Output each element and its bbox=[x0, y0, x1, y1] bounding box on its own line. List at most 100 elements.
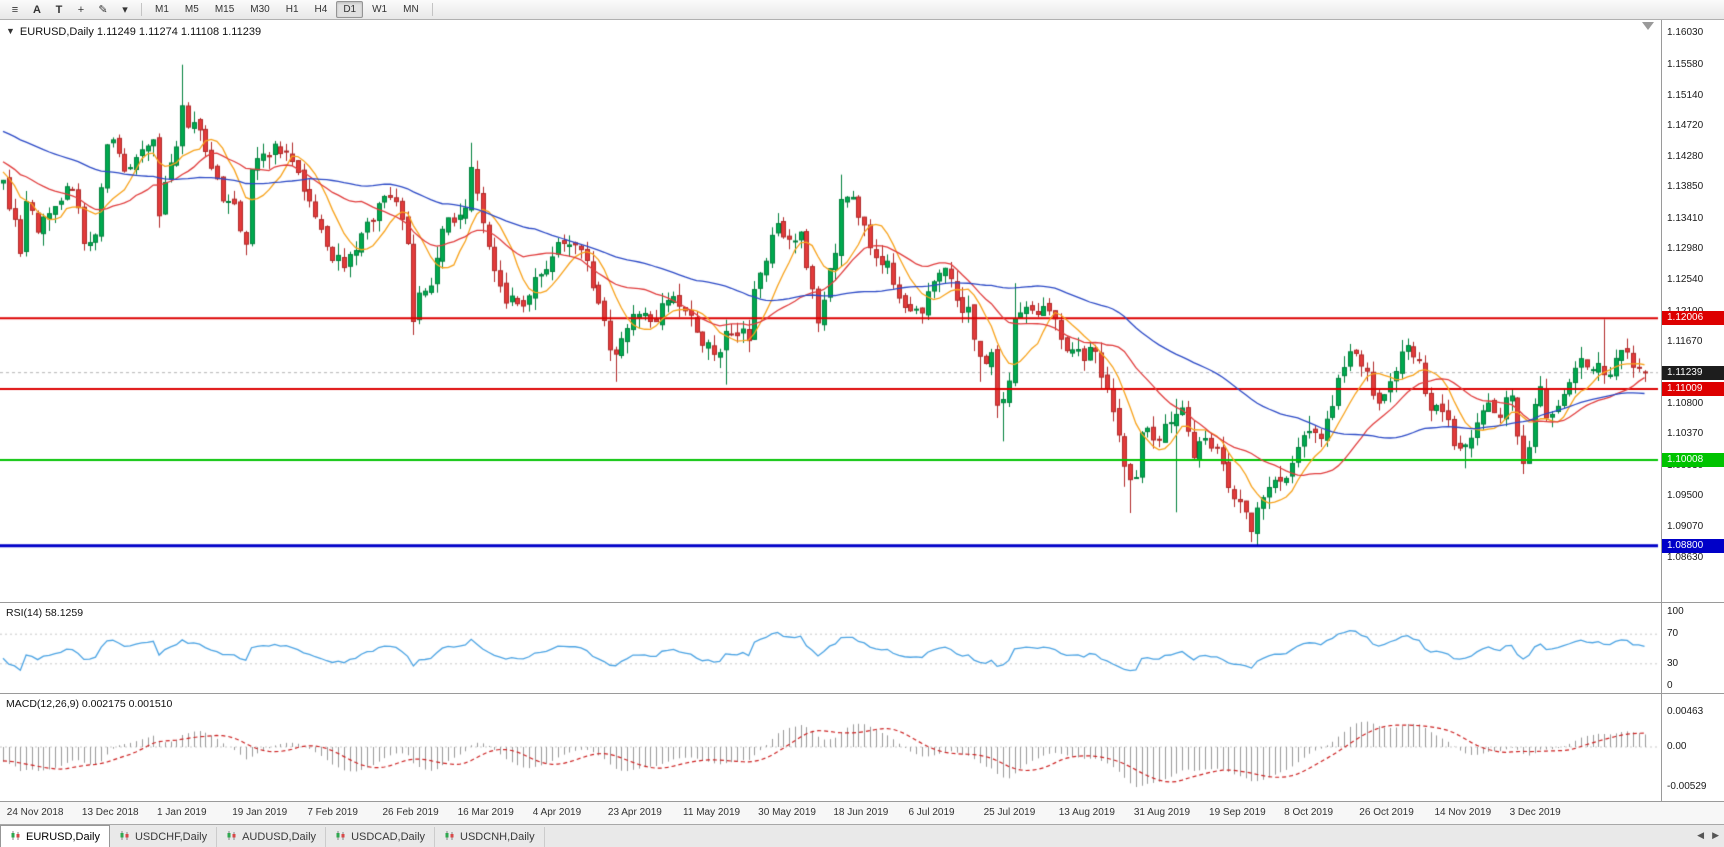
tab-label: EURUSD,Daily bbox=[26, 830, 100, 843]
tab-usdcnh[interactable]: USDCNH,Daily bbox=[435, 827, 545, 847]
price-tick: 1.08630 bbox=[1667, 551, 1704, 563]
rsi-pane[interactable] bbox=[0, 603, 1658, 692]
ohlc-text: EURUSD,Daily 1.11249 1.11274 1.11108 1.1… bbox=[19, 26, 262, 38]
chevron-down-icon[interactable]: ▾ bbox=[122, 4, 128, 16]
tab-label: AUDUSD,Daily bbox=[242, 831, 317, 843]
timeframe-w1[interactable]: W1 bbox=[372, 4, 388, 15]
tab-label: USDCHF,Daily bbox=[134, 831, 208, 843]
text-tool-icon[interactable]: T bbox=[55, 3, 63, 16]
pane-separator[interactable] bbox=[0, 602, 1724, 603]
date-label: 13 Aug 2019 bbox=[1058, 807, 1115, 818]
rsi-tick: 100 bbox=[1667, 606, 1684, 617]
tab-eurusd[interactable]: EURUSD,Daily bbox=[0, 825, 110, 847]
timeframe-group: M1 M5 M15 M30 H1 H4 D1 W1 MN bbox=[147, 1, 427, 18]
price-scale[interactable]: 1.16030 1.15580 1.15140 1.14720 1.14280 1.138… bbox=[1661, 20, 1724, 801]
symbol-dropdown-icon[interactable]: ▼ bbox=[6, 26, 15, 36]
price-tick: 1.12540 bbox=[1667, 274, 1704, 286]
rsi-tick: 70 bbox=[1667, 628, 1679, 640]
date-label: 6 Jul 2019 bbox=[908, 807, 955, 818]
menu-icon[interactable]: ≡ bbox=[11, 3, 19, 16]
tab-chart-icon bbox=[10, 830, 21, 844]
cursor-icon[interactable]: A bbox=[33, 3, 41, 16]
level-price-badge: 1.11009 bbox=[1662, 381, 1724, 396]
time-axis[interactable]: 24 Nov 2018 13 Dec 2018 1 Jan 2019 19 Jan 2… bbox=[0, 801, 1724, 824]
date-label: 24 Nov 2018 bbox=[6, 807, 64, 818]
date-label: 23 Apr 2019 bbox=[607, 807, 662, 818]
price-tick: 1.10370 bbox=[1667, 428, 1704, 440]
date-label: 31 Aug 2019 bbox=[1133, 807, 1191, 818]
timeframe-m5[interactable]: M5 bbox=[184, 4, 199, 15]
macd-pane[interactable] bbox=[0, 693, 1658, 800]
timeframe-m30[interactable]: M30 bbox=[250, 4, 270, 15]
tab-scroll-left-icon[interactable]: ◀ bbox=[1697, 830, 1705, 840]
tab-label: USDCNH,Daily bbox=[460, 831, 535, 843]
pane-separator[interactable] bbox=[0, 693, 1724, 694]
date-label: 13 Dec 2018 bbox=[81, 807, 139, 818]
rsi-tick: 0 bbox=[1667, 680, 1673, 691]
rsi-tick: 30 bbox=[1667, 657, 1679, 669]
price-tick: 1.14280 bbox=[1667, 150, 1704, 162]
date-label: 25 Jul 2019 bbox=[983, 807, 1036, 818]
tab-chart-icon bbox=[226, 830, 237, 844]
timeframe-m15[interactable]: M15 bbox=[214, 4, 235, 15]
ohlc-info-line: ▼ EURUSD,Daily 1.11249 1.11274 1.11108 1.… bbox=[6, 26, 261, 38]
toolbar-divider bbox=[141, 3, 142, 16]
price-tick: 1.15140 bbox=[1667, 89, 1704, 101]
price-tick: 1.13850 bbox=[1667, 181, 1704, 193]
date-label: 18 Jun 2019 bbox=[833, 807, 889, 818]
macd-indicator-label: MACD(12,26,9) 0.002175 0.001510 bbox=[6, 698, 173, 710]
tab-scroll-controls: ◀ ▶ bbox=[1697, 830, 1719, 841]
tab-label: USDCAD,Daily bbox=[351, 831, 426, 843]
crosshair-icon[interactable]: + bbox=[77, 3, 85, 16]
macd-tick: 0.00 bbox=[1667, 741, 1687, 752]
timeframe-mn[interactable]: MN bbox=[403, 4, 419, 15]
date-label: 7 Feb 2019 bbox=[307, 807, 358, 818]
tab-chart-icon bbox=[444, 830, 455, 844]
chart-tab-bar: EURUSD,Daily USDCHF,Daily AUDUSD,Daily USDC… bbox=[0, 824, 1724, 847]
date-label: 11 May 2019 bbox=[683, 807, 741, 818]
date-label: 19 Sep 2019 bbox=[1209, 807, 1266, 818]
level-price-badge: 1.10008 bbox=[1662, 452, 1724, 467]
date-label: 14 Nov 2019 bbox=[1434, 807, 1492, 818]
main-chart-pane[interactable] bbox=[0, 20, 1658, 601]
macd-tick: 0.00463 bbox=[1667, 705, 1704, 717]
tab-audusd[interactable]: AUDUSD,Daily bbox=[217, 827, 327, 847]
chart-tools-group: ≡ A T + ✎ ▾ bbox=[4, 1, 136, 19]
date-label: 8 Oct 2019 bbox=[1284, 807, 1334, 818]
price-tick: 1.13410 bbox=[1667, 212, 1704, 224]
tab-chart-icon bbox=[335, 830, 346, 844]
level-price-badge: 1.12006 bbox=[1662, 311, 1724, 326]
timeframe-h4[interactable]: H4 bbox=[314, 4, 328, 15]
price-tick: 1.12100 bbox=[1667, 306, 1703, 318]
level-price-badge: 1.08800 bbox=[1662, 538, 1724, 553]
current-price-badge: 1.11239 bbox=[1662, 365, 1724, 380]
tab-usdchf[interactable]: USDCHF,Daily bbox=[110, 827, 218, 847]
price-tick: 1.15580 bbox=[1667, 58, 1704, 70]
price-tick: 1.11670 bbox=[1667, 336, 1703, 348]
toolbar-divider bbox=[431, 3, 433, 16]
rsi-indicator-label: RSI(14) 58.1259 bbox=[6, 607, 84, 619]
timeframe-d1[interactable]: D1 bbox=[336, 1, 364, 18]
price-tick: 1.12980 bbox=[1667, 243, 1704, 255]
tab-scroll-right-icon[interactable]: ▶ bbox=[1712, 830, 1719, 840]
chart-shift-marker bbox=[1642, 22, 1654, 30]
tab-usdcad[interactable]: USDCAD,Daily bbox=[326, 827, 436, 847]
timeframe-h1[interactable]: H1 bbox=[285, 4, 299, 15]
price-tick: 1.16030 bbox=[1667, 26, 1704, 38]
date-label: 26 Oct 2019 bbox=[1359, 807, 1414, 818]
date-label: 26 Feb 2019 bbox=[382, 807, 439, 818]
date-label: 3 Dec 2019 bbox=[1509, 807, 1561, 818]
date-label: 1 Jan 2019 bbox=[157, 807, 207, 818]
date-label: 30 May 2019 bbox=[758, 807, 816, 818]
price-tick: 1.10800 bbox=[1667, 397, 1704, 409]
macd-tick: -0.00529 bbox=[1667, 780, 1707, 792]
tab-chart-icon bbox=[119, 830, 130, 844]
date-label: 4 Apr 2019 bbox=[532, 807, 582, 818]
draw-tool-icon[interactable]: ✎ bbox=[98, 4, 108, 16]
price-tick: 1.09070 bbox=[1667, 520, 1704, 532]
timeframe-m1[interactable]: M1 bbox=[155, 4, 169, 15]
price-tick: 1.14720 bbox=[1667, 119, 1704, 131]
top-toolbar: ≡ A T + ✎ ▾ M1 M5 M15 M30 H1 H4 D1 W1 MN bbox=[0, 0, 1724, 20]
